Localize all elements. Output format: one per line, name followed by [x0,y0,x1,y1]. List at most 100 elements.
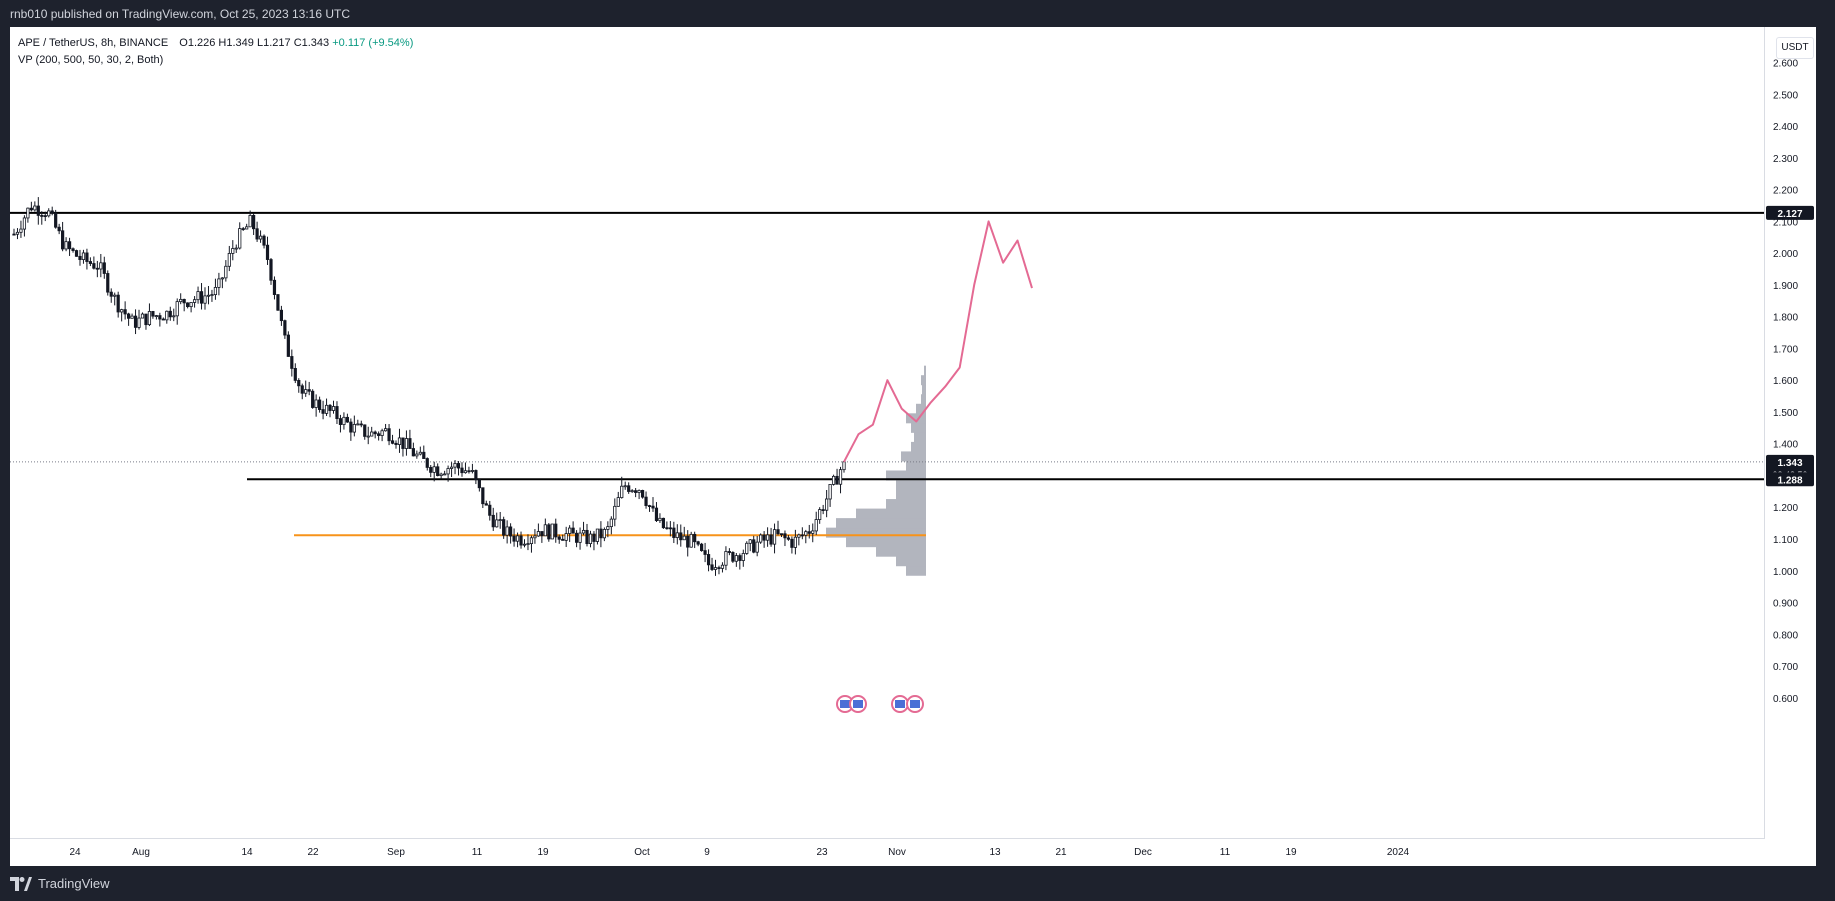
volume-profile-bar [896,489,926,500]
volume-profile-bar [922,384,926,395]
candle [377,433,381,436]
publish-header: rnb010 published on TradingView.com, Oct… [0,0,1835,27]
candle [786,537,791,540]
time-tick-label: 13 [989,847,1001,858]
candle [123,309,127,315]
candle [568,527,572,534]
candle [755,541,759,553]
time-tick-label: 19 [1285,847,1297,858]
event-flag-fill [840,700,850,708]
candle [390,440,395,444]
candle [189,302,193,308]
candle [574,532,579,543]
volume-profile-bar [856,508,926,519]
candle [686,535,690,548]
candle [533,535,537,539]
candle [831,475,836,485]
price-tick-label: 2.600 [1773,59,1798,70]
event-flag-fill [910,700,920,708]
candle [498,519,502,521]
support-price-label: 1.288 [1766,472,1814,487]
price-tick-label: 1.100 [1773,535,1798,546]
candle [772,529,777,545]
candle [47,210,51,217]
candle [793,536,797,548]
resistance-price-label-text: 2.127 [1777,209,1802,220]
candle [88,261,93,264]
candle [578,532,582,543]
candle [700,543,704,552]
candle [57,226,61,232]
candle [595,528,600,542]
candle [630,490,634,493]
symbol-line[interactable]: APE / TetherUS, 8h, BINANCE [18,37,169,49]
volume-profile-bar [906,413,926,424]
time-axis[interactable]: 24 Aug 14 22 Sep 11 19 Oct 9 23 Nov 13 21 Dec 11 19 2024 [10,839,1764,866]
volume-profile-bar [886,499,926,510]
candle [557,536,561,540]
volume-profile-bar [921,375,926,386]
time-tick-label: 24 [69,847,81,858]
price-tick-label: 2.000 [1773,249,1798,260]
candle [776,529,780,535]
time-tick-label: Sep [387,847,405,858]
candle [436,466,440,477]
candle [495,519,499,528]
candle [324,404,329,414]
candle [15,231,20,235]
candle [745,542,749,554]
candle [276,294,280,311]
candle [307,389,311,392]
tradingview-brand[interactable]: TradingView [10,876,110,891]
candle [616,497,620,507]
price-axis[interactable]: 2.600 2.500 2.400 2.300 2.200 2.100 2.000 1.900… [1765,27,1816,866]
volume-profile-bar [914,432,926,443]
candle [418,451,422,455]
plot-area[interactable]: APE / TetherUS, 8h, BINANCE O1.226 H1.34… [10,27,1765,839]
candle [696,541,700,545]
candle [85,252,89,262]
candle [64,241,68,250]
candle [74,250,79,257]
candle [779,533,784,536]
candle [460,467,464,474]
candle [321,409,325,414]
candle [741,553,745,561]
candle [439,473,443,477]
candle [36,205,40,216]
price-tick-label: 2.100 [1773,217,1798,228]
candlestick-chart[interactable] [10,27,1764,838]
candle [345,416,349,423]
candle [109,291,113,297]
candle [40,215,44,217]
last-price-label-text: 1.343 [1777,458,1802,469]
candle [783,533,787,539]
candle [599,528,603,539]
candle [679,532,683,541]
event-flag-fill [853,700,863,708]
candle [727,551,731,553]
candle [172,315,176,318]
open-value: O1.226 [179,37,216,49]
volume-profile-bar [906,460,926,471]
candle [113,294,117,297]
indicator-label[interactable]: VP (200, 500, 50, 30, 2, Both) [18,54,164,66]
candle [404,438,409,449]
candle [397,437,402,445]
candle [474,470,478,481]
candle [290,356,294,369]
candle [54,212,58,228]
time-axis-scale: 24 Aug 14 22 Sep 11 19 Oct 9 23 Nov 13 21 Dec 11 19 2024 [69,847,1409,858]
candle [133,315,138,328]
candle [370,431,374,437]
time-tick-label: 11 [1220,847,1231,858]
candle [765,534,770,541]
candle [161,318,165,321]
candle [265,244,270,260]
candle [693,533,697,543]
candle [818,509,822,520]
price-tick-label: 1.000 [1773,567,1798,578]
candle [443,473,447,476]
currency-selector[interactable]: USDT [1776,37,1814,59]
event-flag-fill [895,700,905,708]
